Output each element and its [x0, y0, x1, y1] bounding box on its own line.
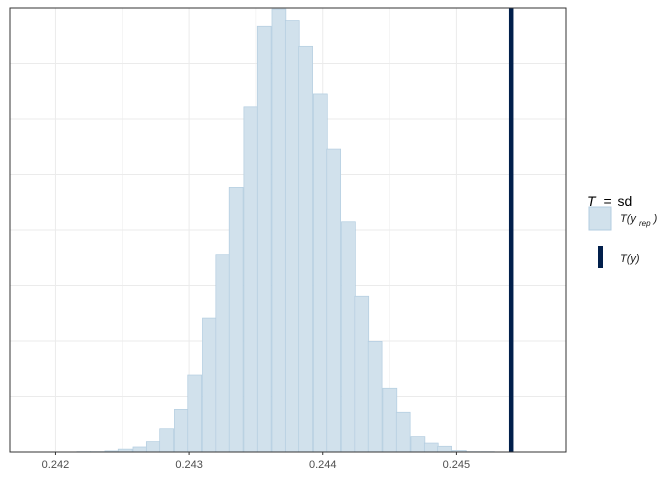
histogram-bar [298, 45, 313, 453]
histogram-bar [382, 387, 398, 453]
legend-label-yrep-sub: rep [639, 219, 651, 228]
x-axis: 0.242 0.243 0.244 0.245 [42, 452, 470, 471]
x-tick-label: 0.244 [309, 459, 337, 471]
legend-key-y [598, 246, 603, 268]
legend-label-y: T(y) [620, 253, 640, 265]
histogram-bar [145, 441, 161, 453]
x-tick-label: 0.245 [443, 459, 471, 471]
histogram-bar [132, 446, 148, 453]
histogram-bar [410, 436, 426, 453]
legend-title-eq: = [603, 193, 611, 209]
histogram-bar [341, 221, 356, 453]
histogram-bar [187, 374, 203, 453]
histogram-bar [271, 8, 287, 453]
histogram-bar [423, 442, 439, 453]
legend-title: T = sd [587, 193, 632, 209]
histogram-bar [395, 411, 411, 453]
legend: T = sd T(y rep ) T(y) [587, 193, 658, 268]
histogram-bar [284, 20, 300, 453]
histogram-bar [159, 428, 174, 453]
histogram-bar [326, 148, 342, 453]
histogram-bar [354, 295, 370, 453]
histogram-bar [243, 106, 259, 453]
x-tick-label: 0.242 [42, 459, 70, 471]
legend-label-yrep: T(y rep ) [620, 213, 658, 229]
histogram-bar [215, 254, 231, 453]
legend-key-yrep [588, 206, 612, 231]
x-tick-label: 0.243 [175, 459, 203, 471]
legend-label-yrep-main: T(y [620, 213, 637, 225]
legend-label-yrep-close: ) [652, 213, 658, 225]
histogram-bars [76, 8, 495, 453]
histogram-bar [256, 25, 272, 453]
histogram-bar [367, 341, 383, 453]
histogram-bar [437, 445, 452, 453]
legend-title-stat: sd [618, 193, 633, 209]
histogram-bar [228, 187, 244, 453]
histogram-bar [313, 93, 328, 453]
panel-border [9, 7, 567, 453]
histogram-bar [174, 409, 189, 453]
histogram-bar [202, 317, 217, 453]
legend-title-symbol: T [587, 193, 597, 209]
